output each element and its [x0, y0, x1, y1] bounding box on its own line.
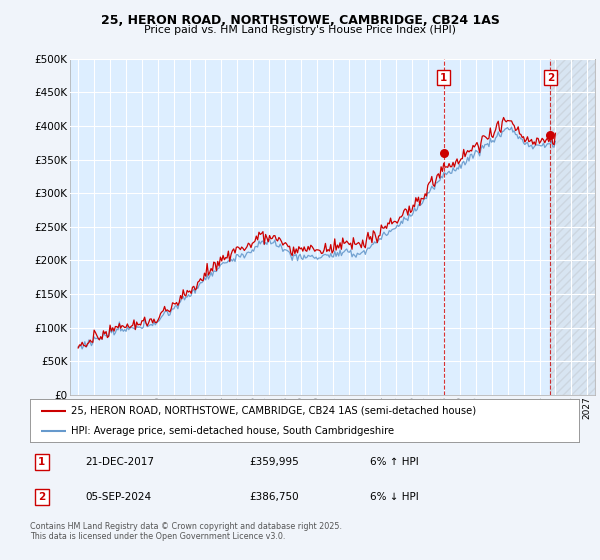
Text: 6% ↓ HPI: 6% ↓ HPI: [370, 492, 419, 502]
Text: 2: 2: [38, 492, 46, 502]
Text: 21-DEC-2017: 21-DEC-2017: [85, 457, 154, 467]
Text: 05-SEP-2024: 05-SEP-2024: [85, 492, 151, 502]
Text: Price paid vs. HM Land Registry's House Price Index (HPI): Price paid vs. HM Land Registry's House …: [144, 25, 456, 35]
Text: 6% ↑ HPI: 6% ↑ HPI: [370, 457, 419, 467]
Text: 2: 2: [547, 73, 554, 83]
Text: HPI: Average price, semi-detached house, South Cambridgeshire: HPI: Average price, semi-detached house,…: [71, 426, 394, 436]
Text: £386,750: £386,750: [250, 492, 299, 502]
Text: 1: 1: [38, 457, 46, 467]
Text: 25, HERON ROAD, NORTHSTOWE, CAMBRIDGE, CB24 1AS (semi-detached house): 25, HERON ROAD, NORTHSTOWE, CAMBRIDGE, C…: [71, 406, 476, 416]
Point: [545, 130, 555, 139]
Text: 1: 1: [440, 73, 447, 83]
Text: Contains HM Land Registry data © Crown copyright and database right 2025.
This d: Contains HM Land Registry data © Crown c…: [30, 522, 342, 542]
Bar: [550, 59, 595, 395]
Text: £359,995: £359,995: [250, 457, 299, 467]
Point: [439, 148, 448, 157]
Text: 25, HERON ROAD, NORTHSTOWE, CAMBRIDGE, CB24 1AS: 25, HERON ROAD, NORTHSTOWE, CAMBRIDGE, C…: [101, 14, 499, 27]
